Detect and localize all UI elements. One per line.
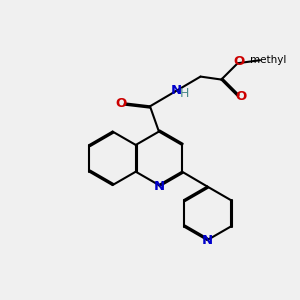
Text: O: O xyxy=(236,90,247,103)
Text: methyl: methyl xyxy=(250,55,286,64)
Text: N: N xyxy=(202,234,213,247)
Text: H: H xyxy=(180,87,190,100)
Text: O: O xyxy=(116,97,127,110)
Text: O: O xyxy=(233,55,245,68)
Text: N: N xyxy=(153,180,164,193)
Text: N: N xyxy=(171,84,182,97)
